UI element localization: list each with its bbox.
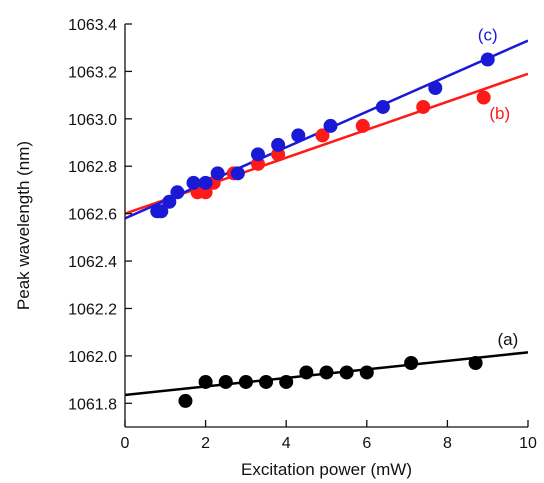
y-tick-label-0: 1061.8 <box>68 396 117 413</box>
data-point-series-0-1 <box>198 374 213 389</box>
series-label-1: (b) <box>489 104 510 123</box>
data-point-series-0-2 <box>218 374 233 389</box>
data-point-series-0-9 <box>359 365 374 380</box>
y-tick-label-1: 1062.0 <box>68 349 117 366</box>
data-point-series-0-3 <box>238 374 253 389</box>
data-point-series-0-0 <box>178 393 193 408</box>
data-point-series-1-7 <box>355 118 370 133</box>
data-point-series-2-12 <box>375 99 390 114</box>
data-point-series-2-10 <box>291 128 306 143</box>
x-axis-label: Excitation power (mW) <box>241 460 412 479</box>
data-point-series-0-11 <box>468 355 483 370</box>
y-axis-label: Peak wavelength (nm) <box>14 141 33 310</box>
data-point-series-1-9 <box>476 90 491 105</box>
data-point-series-2-5 <box>198 175 213 190</box>
x-tick-label-5: 10 <box>519 435 537 452</box>
data-point-series-0-6 <box>299 365 314 380</box>
y-tick-label-5: 1062.8 <box>68 159 117 176</box>
y-tick-label-6: 1063.0 <box>68 112 117 129</box>
data-point-series-2-3 <box>170 185 185 200</box>
data-point-series-0-4 <box>259 374 274 389</box>
data-point-series-1-6 <box>315 128 330 143</box>
y-tick-label-3: 1062.4 <box>68 254 117 271</box>
data-point-series-2-11 <box>323 118 338 133</box>
data-point-series-2-14 <box>480 52 495 67</box>
data-point-series-2-9 <box>271 137 286 152</box>
data-point-series-2-2 <box>162 194 177 209</box>
labels: Excitation power (mW) Peak wavelength (nm… <box>14 26 518 479</box>
data-point-series-0-5 <box>279 374 294 389</box>
x-tick-label-0: 0 <box>121 435 130 452</box>
data-point-series-0-8 <box>339 365 354 380</box>
x-tick-label-1: 2 <box>201 435 210 452</box>
data-point-series-1-8 <box>416 99 431 114</box>
y-tick-label-4: 1062.6 <box>68 207 117 224</box>
series-label-0: (a) <box>497 330 518 349</box>
data-point-series-2-6 <box>210 166 225 181</box>
axes: 0 2 4 6 8 10 1061.8 1062.0 1062.2 1062.4 1062.6 106… <box>68 17 537 452</box>
data-point-series-0-7 <box>319 365 334 380</box>
data-point-series-2-13 <box>428 81 443 96</box>
x-tick-label-3: 6 <box>362 435 371 452</box>
y-tick-label-7: 1063.2 <box>68 64 117 81</box>
data-point-series-0-10 <box>404 355 419 370</box>
data-point-series-2-7 <box>230 166 245 181</box>
y-tick-label-8: 1063.4 <box>68 17 117 34</box>
fit-lines <box>125 39 528 397</box>
series-label-2: (c) <box>478 26 498 45</box>
y-tick-label-2: 1062.2 <box>68 301 117 318</box>
data-points <box>150 52 495 408</box>
data-point-series-2-4 <box>186 175 201 190</box>
data-point-series-2-8 <box>250 147 265 162</box>
x-tick-label-4: 8 <box>443 435 452 452</box>
data-point-series-2-1 <box>154 204 169 219</box>
x-tick-label-2: 4 <box>282 435 291 452</box>
